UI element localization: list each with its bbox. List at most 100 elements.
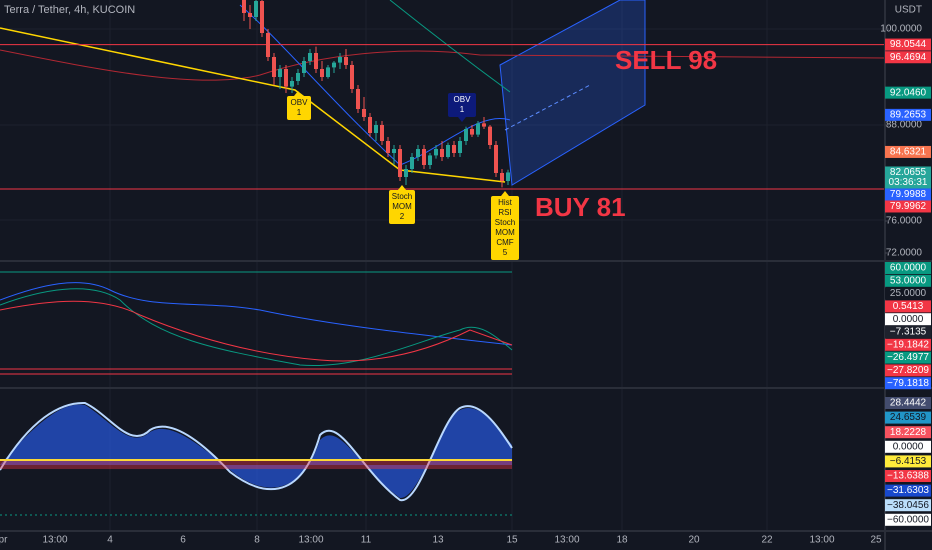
candle-body [464, 129, 468, 141]
pane-tag [885, 397, 931, 409]
candle-body [302, 61, 306, 73]
time-tick-label: 22 [761, 535, 773, 546]
channel-midline [504, 84, 591, 131]
oscillator-pane [0, 271, 513, 375]
candle-body [398, 149, 402, 177]
signal-text: 5 [503, 248, 508, 257]
pane-tag-label: 28.4442 [890, 398, 927, 409]
candle-body [308, 53, 312, 61]
candle-body [356, 89, 360, 109]
time-tick-label: 15 [506, 535, 518, 546]
candle-body [266, 33, 270, 57]
price-tick-label: 76.0000 [886, 216, 923, 227]
signal-text: MOM [495, 228, 515, 237]
buy-annotation: BUY 81 [535, 192, 626, 222]
candle-body [482, 123, 486, 127]
price-tag [885, 145, 931, 158]
candle-body [338, 57, 342, 63]
pane-tag [885, 313, 931, 326]
time-tick-label: 20 [688, 535, 700, 546]
time-tick-label: 18 [616, 535, 628, 546]
time-tick-label: 13:00 [809, 535, 834, 546]
pane-tag [885, 287, 931, 300]
pane-tag [885, 377, 931, 390]
candle-body [458, 141, 462, 153]
pane-tag [885, 455, 931, 468]
symbol-title: Terra / Tether, 4h, KUCOIN [4, 4, 135, 16]
moving-average [0, 49, 886, 81]
time-tick-label: 13:00 [298, 535, 323, 546]
candle-body [500, 173, 504, 181]
candle-body [410, 157, 414, 169]
candle-body [428, 155, 432, 165]
signal-box [389, 190, 415, 224]
pane-tag [885, 364, 931, 377]
candle-body [320, 69, 324, 77]
pane-tag-label: 0.0000 [893, 314, 924, 325]
pane-tag-label: −26.4977 [887, 352, 929, 363]
candle-body [350, 65, 354, 89]
pane-tag-label: 18.2228 [890, 427, 927, 438]
sell-annotation: SELL 98 [615, 45, 717, 75]
pane-tag [885, 426, 931, 439]
signal-text: Stoch [392, 192, 412, 201]
price-tag [885, 86, 931, 99]
pane-tag [885, 440, 931, 453]
price-tag [885, 188, 931, 201]
price-tag [885, 108, 931, 121]
pane-tag-label: −79.1818 [887, 378, 929, 389]
signal-text: OBV [291, 98, 309, 107]
candle-body [290, 81, 294, 87]
pane-tag-label: 24.6539 [890, 412, 927, 423]
candle-body [452, 145, 456, 153]
time-tick-label: 4 [107, 535, 113, 546]
pane-tag [885, 338, 931, 351]
forecast-channel [499, 0, 646, 186]
pane-tag-label: 53.0000 [890, 275, 927, 286]
signal-text: OBV [454, 95, 472, 104]
candle-body [374, 125, 378, 133]
time-tick-label: 13:00 [554, 535, 579, 546]
pane-tag-label: 25.0000 [890, 288, 927, 299]
candle-body [248, 13, 252, 17]
price-tag-label: 82.0655 [890, 167, 927, 178]
price-tag [885, 166, 931, 189]
price-tag-label: 89.2653 [890, 110, 927, 121]
pane-tag [885, 300, 931, 313]
signal-text: Stoch [495, 218, 515, 227]
signal-pointer [501, 191, 509, 196]
candle-body [362, 109, 366, 117]
price-tag [885, 51, 931, 64]
signal-pointer [294, 91, 302, 96]
momentum-pane [0, 401, 513, 516]
price-tag-label: 84.6321 [890, 147, 927, 158]
pane-tag [885, 499, 931, 512]
price-tick-label: 100.0000 [880, 24, 922, 35]
candle-body [242, 0, 246, 13]
time-tick-label: 6 [180, 535, 186, 546]
trend-ma [389, 0, 511, 93]
candle-body [416, 149, 420, 157]
time-tick-label: 25 [870, 535, 882, 546]
pane-tag-label: 0.0000 [893, 441, 924, 452]
pane-tag [885, 484, 931, 497]
candle-body [284, 69, 288, 87]
price-tag-label: 96.4694 [890, 52, 927, 63]
signal-text: 1 [460, 105, 465, 114]
trend-line [0, 27, 506, 183]
signal-text: MOM [392, 202, 412, 211]
candle-body [404, 169, 408, 177]
signal-box [448, 93, 476, 117]
signal-pointer [458, 117, 466, 122]
price-tag-label: 79.9962 [890, 201, 927, 212]
candle-body [506, 172, 510, 181]
signal-text: Hist [498, 198, 513, 207]
pane-tag [885, 513, 931, 526]
time-tick-label: 13 [432, 535, 444, 546]
price-tag [885, 38, 931, 51]
candle-body [314, 53, 318, 69]
candle-body [296, 73, 300, 81]
candle-body [446, 145, 450, 157]
price-tag [885, 200, 931, 213]
